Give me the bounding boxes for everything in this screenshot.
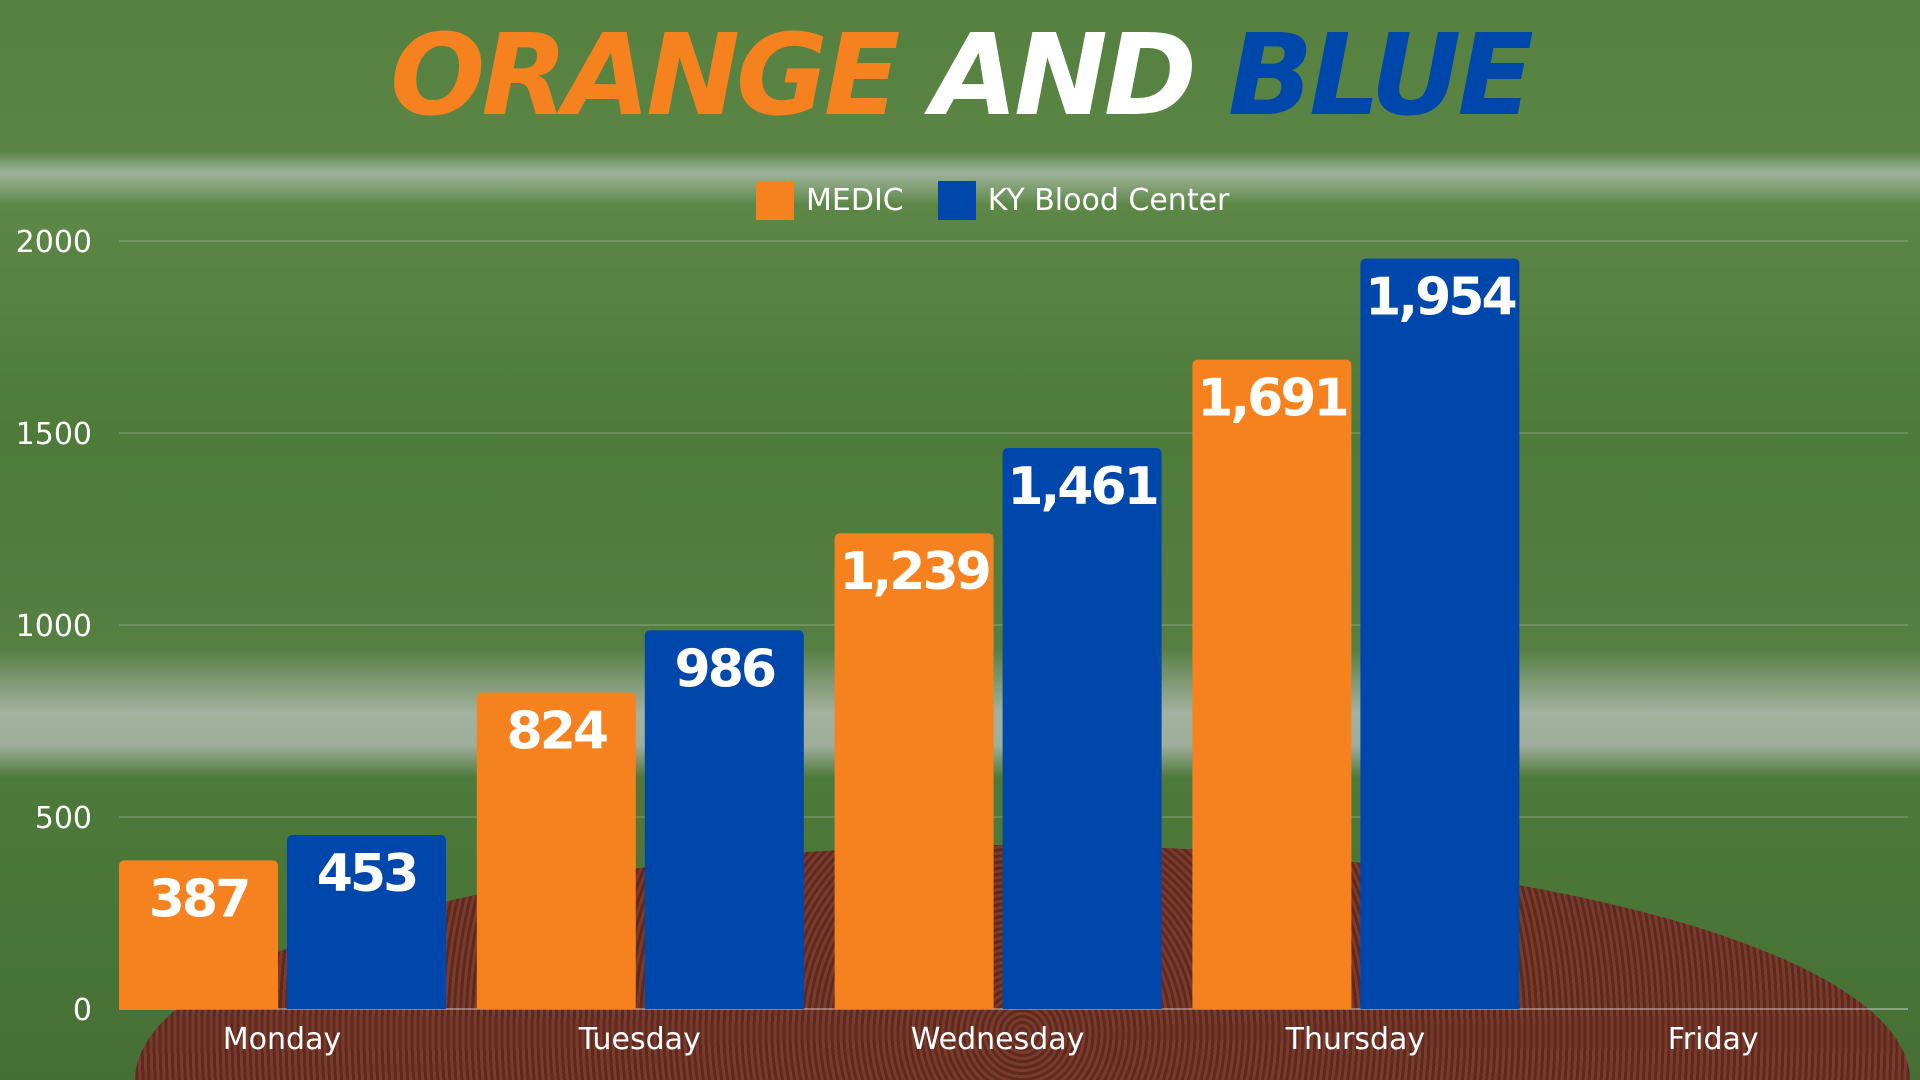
data-label: 1,954 [1365, 268, 1515, 328]
data-label: 1,691 [1197, 369, 1346, 429]
y-tick-label: 2000 [16, 225, 92, 260]
x-tick-label: Thursday [1285, 1022, 1426, 1057]
bar [119, 860, 278, 1009]
legend-swatch-medic [756, 181, 794, 220]
legend-label-medic: MEDIC [806, 183, 904, 218]
data-label: 986 [675, 639, 775, 699]
y-tick-label: 1500 [16, 417, 92, 452]
bar [1002, 447, 1162, 1009]
bar [834, 533, 994, 1009]
y-tick-label: 500 [35, 801, 92, 836]
chart-title: ORANGE AND BLUE [0, 14, 1920, 138]
x-tick-label: Wednesday [911, 1022, 1085, 1057]
bar [1192, 359, 1352, 1009]
legend: MEDIC KY Blood Center [756, 181, 1229, 220]
bar [1360, 258, 1520, 1009]
data-label: 1,239 [839, 542, 988, 602]
title-and: AND [931, 11, 1196, 141]
y-tick-label: 1000 [16, 609, 92, 644]
data-label: 1,461 [1007, 457, 1156, 517]
legend-swatch-ky [937, 181, 976, 220]
data-label: 387 [149, 869, 249, 929]
title-blue: BLUE [1227, 11, 1534, 141]
y-tick-label: 0 [73, 993, 92, 1028]
bar [476, 692, 636, 1009]
bar [644, 630, 804, 1009]
x-tick-label: Monday [223, 1022, 341, 1057]
x-tick-label: Friday [1668, 1022, 1759, 1057]
x-tick-label: Tuesday [578, 1022, 701, 1057]
data-label: 453 [317, 844, 417, 904]
data-label: 824 [507, 702, 607, 762]
title-orange: ORANGE [390, 11, 900, 141]
legend-label-ky: KY Blood Center [987, 183, 1230, 218]
bar [287, 835, 446, 1009]
